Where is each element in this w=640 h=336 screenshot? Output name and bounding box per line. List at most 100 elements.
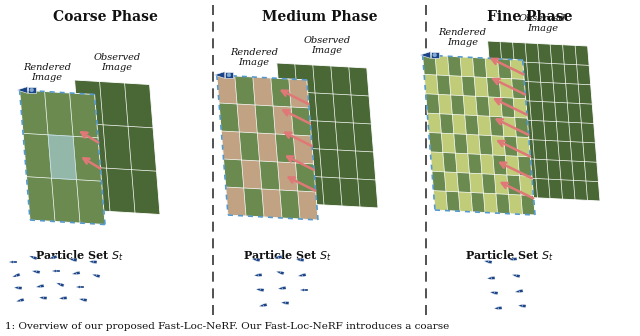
Polygon shape bbox=[302, 273, 306, 277]
Polygon shape bbox=[298, 274, 302, 277]
Polygon shape bbox=[258, 274, 262, 277]
Polygon shape bbox=[458, 192, 472, 212]
Polygon shape bbox=[83, 298, 87, 302]
Polygon shape bbox=[304, 289, 308, 291]
Polygon shape bbox=[280, 271, 284, 275]
Polygon shape bbox=[214, 72, 225, 78]
Polygon shape bbox=[499, 78, 513, 98]
Polygon shape bbox=[522, 304, 526, 307]
Polygon shape bbox=[281, 301, 285, 304]
Text: Particle Set $\mathit{S}_t$: Particle Set $\mathit{S}_t$ bbox=[243, 248, 333, 263]
Polygon shape bbox=[217, 75, 318, 220]
Polygon shape bbox=[502, 117, 516, 137]
Polygon shape bbox=[76, 271, 80, 275]
Polygon shape bbox=[444, 172, 458, 192]
Polygon shape bbox=[263, 303, 267, 307]
Polygon shape bbox=[430, 152, 444, 172]
Polygon shape bbox=[273, 106, 293, 135]
Polygon shape bbox=[48, 134, 77, 180]
Polygon shape bbox=[520, 176, 534, 196]
Polygon shape bbox=[217, 75, 237, 104]
Polygon shape bbox=[20, 298, 24, 302]
Polygon shape bbox=[89, 260, 93, 263]
Polygon shape bbox=[28, 87, 36, 93]
Polygon shape bbox=[96, 274, 100, 278]
Polygon shape bbox=[56, 283, 61, 286]
Polygon shape bbox=[483, 193, 497, 213]
Polygon shape bbox=[241, 160, 262, 189]
Polygon shape bbox=[73, 258, 77, 262]
Polygon shape bbox=[76, 286, 80, 288]
Polygon shape bbox=[79, 298, 83, 301]
Polygon shape bbox=[512, 274, 516, 277]
Polygon shape bbox=[56, 269, 60, 272]
Polygon shape bbox=[39, 296, 44, 299]
Polygon shape bbox=[9, 261, 13, 263]
Polygon shape bbox=[80, 286, 84, 288]
Polygon shape bbox=[469, 173, 483, 193]
Polygon shape bbox=[487, 277, 492, 280]
Polygon shape bbox=[460, 57, 474, 77]
Polygon shape bbox=[257, 133, 278, 162]
Polygon shape bbox=[256, 258, 260, 262]
Polygon shape bbox=[237, 104, 257, 133]
Polygon shape bbox=[256, 288, 260, 291]
Circle shape bbox=[227, 73, 231, 77]
Polygon shape bbox=[420, 52, 431, 58]
Polygon shape bbox=[278, 287, 282, 290]
Polygon shape bbox=[36, 270, 40, 274]
Polygon shape bbox=[20, 90, 105, 224]
Polygon shape bbox=[285, 301, 289, 304]
Polygon shape bbox=[422, 55, 535, 215]
Polygon shape bbox=[259, 304, 264, 307]
Polygon shape bbox=[516, 137, 531, 157]
Polygon shape bbox=[59, 297, 63, 300]
Polygon shape bbox=[278, 162, 298, 191]
Polygon shape bbox=[221, 131, 241, 160]
Polygon shape bbox=[298, 191, 318, 220]
Polygon shape bbox=[253, 77, 273, 106]
Polygon shape bbox=[282, 286, 286, 290]
Text: Particle Set $\mathit{S}_t$: Particle Set $\mathit{S}_t$ bbox=[465, 248, 555, 263]
Polygon shape bbox=[452, 114, 467, 134]
Text: Coarse Phase: Coarse Phase bbox=[52, 10, 157, 24]
Polygon shape bbox=[435, 56, 449, 76]
Polygon shape bbox=[449, 76, 463, 96]
Polygon shape bbox=[36, 285, 40, 288]
Polygon shape bbox=[18, 286, 22, 290]
Polygon shape bbox=[52, 255, 57, 259]
Polygon shape bbox=[300, 289, 304, 291]
Polygon shape bbox=[300, 258, 304, 261]
Polygon shape bbox=[498, 306, 502, 309]
Polygon shape bbox=[510, 59, 524, 79]
Polygon shape bbox=[32, 270, 36, 273]
Polygon shape bbox=[494, 291, 498, 295]
Polygon shape bbox=[518, 304, 522, 307]
Text: Observed
Image: Observed Image bbox=[519, 13, 566, 33]
Polygon shape bbox=[262, 189, 282, 218]
Polygon shape bbox=[513, 257, 517, 261]
Polygon shape bbox=[485, 58, 499, 78]
Polygon shape bbox=[40, 284, 44, 288]
Polygon shape bbox=[225, 72, 233, 78]
Polygon shape bbox=[274, 256, 278, 259]
Text: Rendered
Image: Rendered Image bbox=[438, 28, 486, 47]
Polygon shape bbox=[431, 52, 439, 58]
Polygon shape bbox=[17, 87, 28, 93]
Polygon shape bbox=[52, 269, 56, 272]
Text: 1: Overview of our proposed Fast-Loc-NeRF. Our Fast-Loc-NeRF introduces a coarse: 1: Overview of our proposed Fast-Loc-NeR… bbox=[5, 322, 449, 331]
Polygon shape bbox=[49, 256, 54, 259]
Polygon shape bbox=[13, 261, 17, 263]
Polygon shape bbox=[277, 63, 378, 208]
Polygon shape bbox=[515, 290, 519, 293]
Circle shape bbox=[30, 88, 34, 92]
Polygon shape bbox=[75, 80, 160, 214]
Polygon shape bbox=[484, 260, 488, 263]
Polygon shape bbox=[516, 274, 520, 278]
Text: Fine Phase: Fine Phase bbox=[487, 10, 573, 24]
Polygon shape bbox=[477, 116, 492, 136]
Polygon shape bbox=[92, 274, 97, 277]
Polygon shape bbox=[488, 260, 492, 264]
Polygon shape bbox=[93, 260, 97, 263]
Polygon shape bbox=[519, 289, 523, 293]
